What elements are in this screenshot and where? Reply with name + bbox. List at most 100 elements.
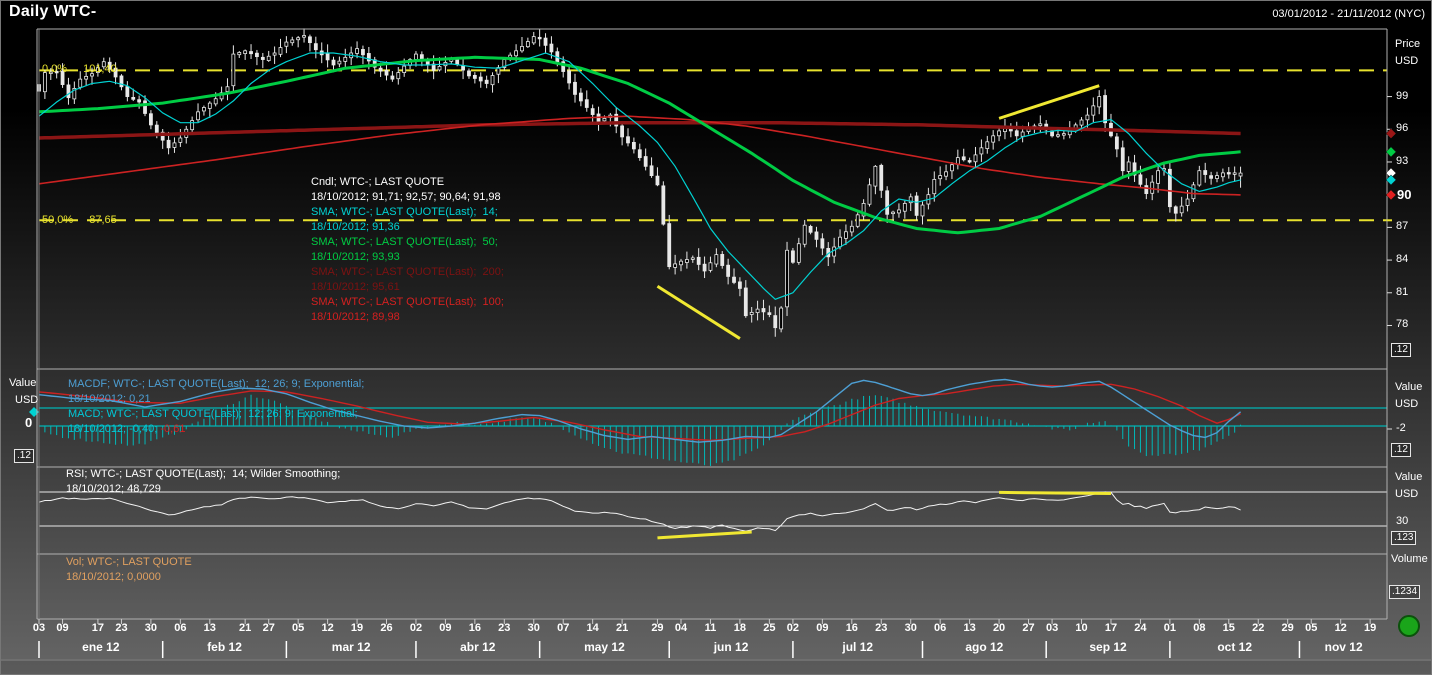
date-range-label: 03/01/2012 - 21/11/2012 (NYC) bbox=[1272, 8, 1425, 20]
x-month-label: jun 12 bbox=[713, 640, 749, 654]
x-day-tick: 13 bbox=[963, 622, 976, 634]
price-last-bold-tick: 90 bbox=[1397, 187, 1412, 202]
page-title: Daily WTC- bbox=[9, 3, 97, 20]
macd-right-tick-label: -2 bbox=[1396, 422, 1406, 434]
rsi-value-box: .123 bbox=[1391, 531, 1417, 545]
sma-50-line bbox=[38, 55, 1241, 235]
x-month-label: oct 12 bbox=[1217, 640, 1252, 654]
x-day-tick: 05 bbox=[292, 622, 305, 634]
sma-100-line bbox=[38, 115, 1241, 196]
x-day-tick: 29 bbox=[651, 622, 664, 634]
x-day-tick: 07 bbox=[557, 622, 570, 634]
legend-line: 18/10/2012; 89,98 bbox=[311, 311, 400, 323]
legend-line: 18/10/2012; 48,729 bbox=[66, 483, 161, 495]
legend-line: MACD; WTC-; LAST QUOTE(Last); 12; 26; 9;… bbox=[68, 408, 358, 420]
trendline[interactable] bbox=[656, 284, 741, 340]
legend-line: 18/10/2012; 95,61 bbox=[311, 281, 400, 293]
volume-axis-label: Volume bbox=[1391, 553, 1428, 565]
x-day-tick: 12 bbox=[321, 622, 334, 634]
x-day-tick: 17 bbox=[1104, 622, 1118, 634]
macd-zero-label: 0 bbox=[25, 415, 33, 430]
price-tick: 96 bbox=[1396, 122, 1409, 135]
legend-line: SMA; WTC-; LAST QUOTE(Last); 14; bbox=[311, 206, 498, 218]
trendline[interactable] bbox=[999, 490, 1111, 495]
volume-legend: Vol; WTC-; LAST QUOTE 18/10/2012; 0,0000 bbox=[66, 555, 192, 585]
x-day-tick: 03 bbox=[32, 622, 46, 634]
x-day-tick: 26 bbox=[380, 622, 393, 634]
legend-line: 18/10/2012; -0,40; -0,61 bbox=[68, 423, 186, 435]
x-day-tick: 29 bbox=[1281, 622, 1294, 634]
x-day-tick: 16 bbox=[845, 622, 858, 634]
price-legend: Cndl; WTC-; LAST QUOTE 18/10/2012; 91,71;… bbox=[311, 175, 504, 325]
x-day-tick: 18 bbox=[733, 622, 747, 634]
macd-signal-line bbox=[38, 383, 1241, 442]
x-day-tick: 22 bbox=[1252, 622, 1265, 634]
rsi-right-usd-label: USD bbox=[1395, 488, 1419, 500]
legend-line: Cndl; WTC-; LAST QUOTE bbox=[311, 176, 445, 188]
x-day-tick: 06 bbox=[934, 622, 947, 634]
macd-right-usd-label: USD bbox=[1395, 398, 1419, 410]
x-month-label: ene 12 bbox=[82, 640, 120, 654]
x-day-tick: 04 bbox=[674, 622, 688, 634]
x-day-tick: 23 bbox=[115, 622, 128, 634]
fib-pct: 50,0% bbox=[42, 214, 74, 226]
last-value-marker bbox=[1385, 189, 1397, 201]
rsi-legend: RSI; WTC-; LAST QUOTE(Last); 14; Wilder … bbox=[66, 467, 340, 497]
macd-right-value-label: Value bbox=[1395, 381, 1423, 393]
x-day-tick: 13 bbox=[203, 622, 216, 634]
legend-line: SMA; WTC-; LAST QUOTE(Last); 100; bbox=[311, 296, 504, 308]
x-day-tick: 15 bbox=[1222, 622, 1235, 634]
rsi-right-value-label: Value bbox=[1395, 471, 1423, 483]
trendline[interactable] bbox=[998, 84, 1100, 120]
legend-line: MACDF; WTC-; LAST QUOTE(Last); 12; 26; 9… bbox=[68, 378, 365, 390]
legend-line: RSI; WTC-; LAST QUOTE(Last); 14; Wilder … bbox=[66, 468, 341, 480]
x-day-tick: 09 bbox=[439, 622, 452, 634]
x-day-tick: 27 bbox=[262, 622, 275, 634]
x-day-tick: 09 bbox=[816, 622, 829, 634]
x-month-label: may 12 bbox=[584, 640, 625, 654]
x-day-tick: 21 bbox=[239, 622, 252, 634]
price-tick: 84 bbox=[1396, 253, 1409, 266]
price-tick: 78 bbox=[1396, 318, 1409, 331]
x-day-tick: 25 bbox=[763, 622, 776, 634]
macd-legend: MACDF; WTC-; LAST QUOTE(Last); 12; 26; 9… bbox=[68, 377, 364, 437]
x-day-tick: 19 bbox=[350, 622, 364, 634]
price-value-box: .12 bbox=[1391, 343, 1411, 357]
x-day-tick: 10 bbox=[1075, 622, 1088, 634]
price-tick: 87 bbox=[1396, 220, 1409, 233]
trendline[interactable] bbox=[657, 530, 752, 540]
sma-200-line bbox=[38, 120, 1241, 140]
x-day-tick: 30 bbox=[527, 622, 540, 634]
x-day-tick: 01 bbox=[1163, 622, 1176, 634]
macd-line bbox=[38, 378, 1242, 443]
x-day-tick: 16 bbox=[468, 622, 481, 634]
x-day-tick: 17 bbox=[91, 622, 105, 634]
macd-left-value-label: Value bbox=[9, 377, 37, 389]
legend-line: 18/10/2012; 91,36 bbox=[311, 221, 400, 233]
title-bar: Daily WTC- 03/01/2012 - 21/11/2012 (NYC) bbox=[1, 1, 1431, 27]
legend-line: SMA; WTC-; LAST QUOTE(Last); 200; bbox=[311, 266, 504, 278]
last-value-marker bbox=[1385, 146, 1397, 158]
x-day-tick: 09 bbox=[56, 622, 69, 634]
legend-line: Vol; WTC-; LAST QUOTE bbox=[66, 556, 192, 568]
x-day-tick: 02 bbox=[786, 622, 800, 634]
fib-value: 101,40 bbox=[83, 63, 117, 75]
legend-line: 18/10/2012; 91,71; 92,57; 90,64; 91,98 bbox=[311, 191, 501, 203]
legend-line: 18/10/2012; 0,0000 bbox=[66, 571, 161, 583]
status-indicator bbox=[1398, 615, 1420, 637]
x-day-tick: 12 bbox=[1334, 622, 1347, 634]
x-month-label: abr 12 bbox=[460, 640, 496, 654]
legend-line: 18/10/2012; 0,21 bbox=[68, 393, 151, 405]
x-month-label: feb 12 bbox=[207, 640, 242, 654]
x-day-tick: 08 bbox=[1193, 622, 1206, 634]
x-day-tick: 03 bbox=[1045, 622, 1059, 634]
price-tick: 81 bbox=[1396, 285, 1409, 298]
x-day-tick: 21 bbox=[615, 622, 629, 634]
fib-label-50: 50,0% 87,65 bbox=[42, 214, 117, 226]
x-month-label: nov 12 bbox=[1324, 640, 1363, 654]
x-day-tick: 24 bbox=[1134, 622, 1147, 634]
x-day-tick: 23 bbox=[498, 622, 511, 634]
x-day-tick: 14 bbox=[586, 622, 599, 634]
